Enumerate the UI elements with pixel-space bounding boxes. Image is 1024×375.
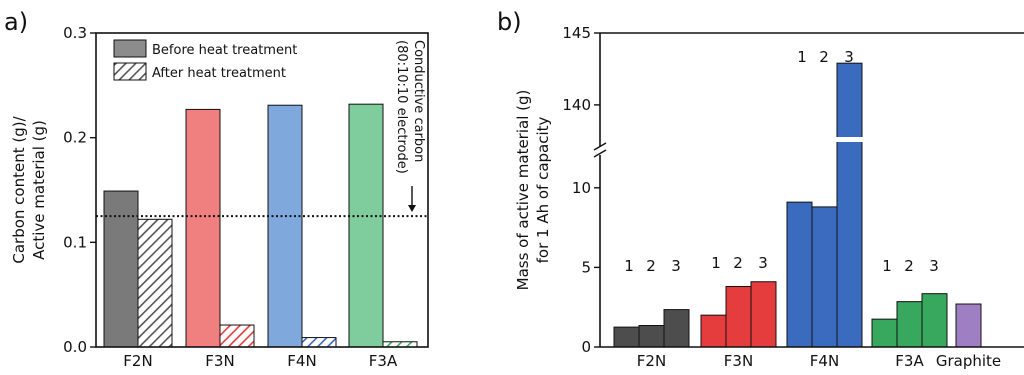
bar-f3a-2 [896, 301, 923, 348]
bar-f4n-1 [786, 201, 813, 348]
panel-a-y-tick-label: 0.0 [63, 338, 87, 356]
panel-a-y-tick-label: 0.3 [63, 24, 87, 42]
panel-b-y-axis-label: Mass of active material (g) for 1 Ah of … [514, 90, 552, 291]
panel-a-y-tick-label: 0.2 [63, 129, 87, 147]
panel-a: a) Carbon content (g)/ Active material (… [4, 8, 429, 370]
panel-b-y-tick-label: 140 [562, 96, 591, 114]
bar-before-f3n [185, 108, 221, 348]
bar-number-label: 2 [733, 254, 744, 272]
axis-break-gap [835, 137, 864, 142]
bar-before-f3a [348, 103, 384, 348]
panel-a-x-tick-label: F4N [287, 352, 316, 370]
panel-b-axes [593, 32, 1024, 348]
bar-number-label: 1 [624, 257, 635, 275]
panel-b-x-tick-label: F3N [724, 352, 753, 370]
bar-f2n-2 [638, 325, 665, 348]
bar-f3n-3 [750, 281, 777, 348]
bar-f3a-3 [921, 293, 948, 348]
panel-b-y-tick-label: 10 [572, 179, 591, 197]
panel-b-x-tick-label: F2N [637, 352, 666, 370]
panel-b-y-ticks: 0 5 10 140 145 [562, 24, 600, 356]
annotation-line-1: Conductive carbon [411, 40, 426, 162]
axis-break-mark [593, 149, 607, 158]
bar-graphite-1 [955, 303, 982, 348]
panel-b-x-tick-label: F3A [895, 352, 924, 370]
panel-a-annotation: Conductive carbon (80:10:10 electrode) [394, 40, 426, 212]
panel-a-y-axis-label: Carbon content (g)/ Active material (g) [10, 115, 48, 263]
bar-after-f3n [219, 324, 255, 348]
panel-b-y-tick-label: 145 [562, 24, 591, 42]
panel-a-y-ticks: 0.0 0.1 0.2 0.3 [63, 24, 96, 356]
panel-b-bar-number-labels: 1 2 3 1 2 31 2 31 2 3 [624, 48, 940, 275]
legend-label-after: After heat treatment [152, 66, 286, 81]
bar-after-f4n [301, 337, 337, 348]
panel-b-y-tick-label: 5 [581, 258, 591, 276]
panel-a-x-tick-label: F2N [123, 352, 152, 370]
annotation-line-2: (80:10:10 electrode) [394, 40, 409, 174]
legend-swatch-before [113, 39, 147, 58]
bar-number-label: 1 [882, 257, 893, 275]
panel-a-bars [103, 103, 418, 348]
panel-a-x-tick-label: F3N [205, 352, 234, 370]
bar-f4n-2 [811, 206, 838, 348]
axis-break-mark [593, 142, 607, 151]
panel-b: b) Mass of active material (g) for 1 Ah … [497, 8, 1024, 370]
legend-swatch-after [113, 62, 147, 81]
panel-b-x-ticks: F2N F3N F4N F3A Graphite [637, 352, 1001, 370]
panel-b-y-axis-label-line-2: for 1 Ah of capacity [534, 116, 552, 263]
bar-number-label: 1 [797, 48, 808, 66]
bar-after-f2n [137, 218, 173, 348]
panel-a-x-ticks: F2N F3N F4N F3A [123, 352, 398, 370]
panel-a-x-tick-label: F3A [369, 352, 398, 370]
panel-b-y-tick-label: 0 [581, 338, 591, 356]
panel-b-y-axis-label-line-1: Mass of active material (g) [514, 90, 532, 291]
panel-a-legend: Before heat treatment After heat treatme… [113, 39, 297, 81]
bar-f3n-2 [725, 286, 752, 348]
bar-before-f2n [103, 190, 139, 348]
panel-a-plot-frame [95, 32, 429, 348]
bar-f2n-1 [613, 326, 640, 348]
bar-number-label: 1 [711, 254, 722, 272]
panel-a-y-axis-label-line-2: Active material (g) [30, 120, 48, 260]
panel-a-y-tick-label: 0.1 [63, 233, 87, 251]
bar-f4n-3 [836, 62, 863, 348]
bar-number-label: 2 [904, 257, 915, 275]
bar-number-label: 3 [671, 257, 682, 275]
bar-number-label: 3 [929, 257, 940, 275]
panel-b-x-tick-label: Graphite [936, 352, 1001, 370]
panel-b-x-tick-label: F4N [810, 352, 839, 370]
bar-number-label: 3 [844, 48, 855, 66]
legend-label-before: Before heat treatment [152, 43, 297, 58]
panel-a-label: a) [4, 8, 28, 36]
bar-f3a-1 [871, 318, 898, 348]
panel-a-y-axis-label-line-1: Carbon content (g)/ [10, 115, 28, 263]
bar-f2n-3 [663, 309, 690, 348]
bar-number-label: 3 [758, 254, 769, 272]
panel-b-bars [613, 62, 982, 348]
panel-b-label: b) [497, 8, 522, 36]
bar-number-label: 2 [819, 48, 830, 66]
bar-number-label: 2 [646, 257, 657, 275]
bar-before-f4n [267, 104, 303, 348]
annotation-arrow-head [408, 205, 416, 212]
bar-f3n-1 [700, 314, 727, 348]
